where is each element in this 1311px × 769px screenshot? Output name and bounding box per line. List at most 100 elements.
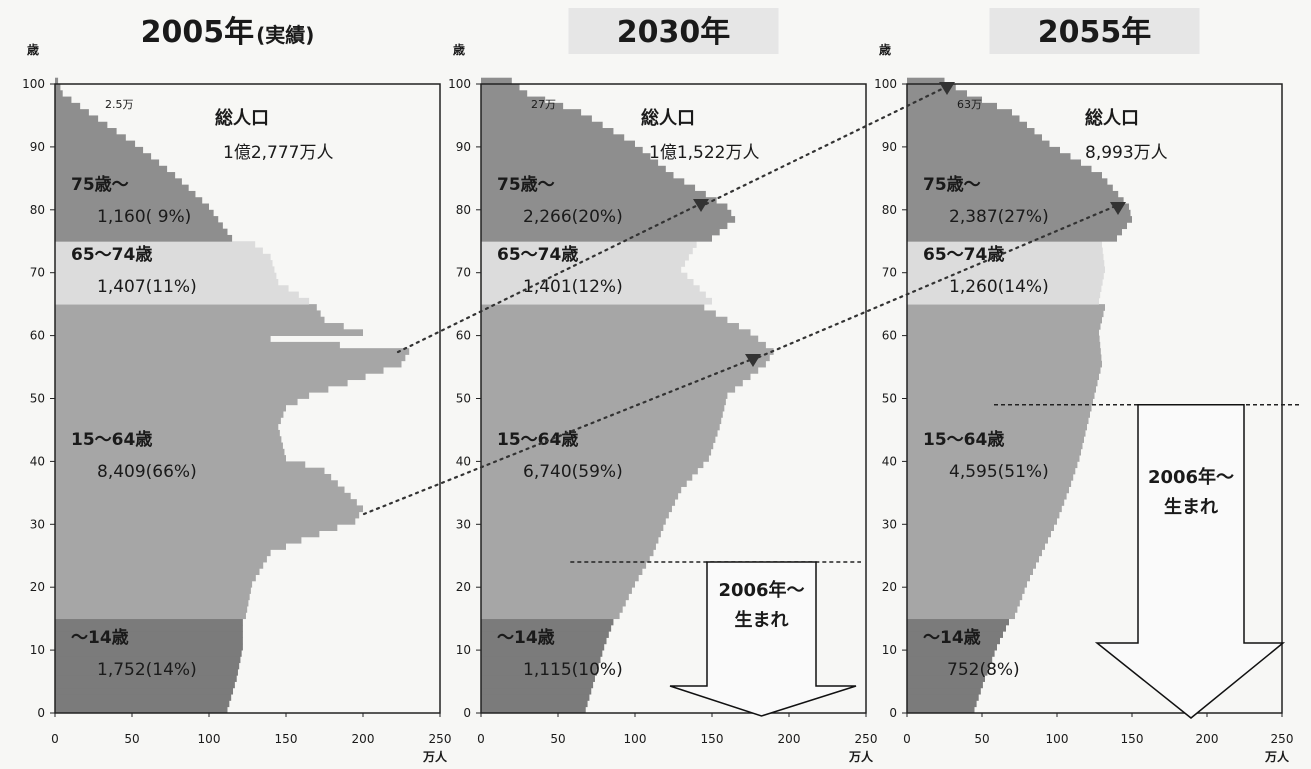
bar-age-33 bbox=[481, 499, 676, 506]
bar-age-78 bbox=[481, 216, 736, 223]
x-axis: 0 50 100 150 200 250 万人 bbox=[51, 713, 451, 764]
bar-age-7 bbox=[55, 662, 240, 670]
bar-age-56 bbox=[907, 354, 1102, 362]
bar-age-21 bbox=[907, 574, 1030, 582]
cohort-marker-2030-mid bbox=[745, 354, 761, 367]
bar-age-99 bbox=[907, 84, 956, 91]
y-tick-label: 100 bbox=[448, 77, 471, 91]
bars-group bbox=[55, 77, 410, 714]
bar-age-10 bbox=[481, 643, 605, 651]
bar-age-75 bbox=[907, 234, 1117, 242]
bar-age-73 bbox=[55, 247, 263, 255]
births-2006-arrow bbox=[669, 561, 857, 717]
title-bg bbox=[989, 8, 1200, 54]
bar-age-36 bbox=[55, 480, 338, 487]
bar-age-22 bbox=[907, 568, 1033, 576]
bar-age-34 bbox=[907, 492, 1067, 500]
bar-age-30 bbox=[907, 518, 1057, 525]
bar-age-90 bbox=[55, 140, 136, 148]
x-axis: 0 50 100 150 200 250 万人 bbox=[477, 713, 877, 764]
bar-age-14 bbox=[907, 618, 1009, 626]
bar-age-2 bbox=[55, 694, 232, 701]
x-tick-label: 200 bbox=[352, 732, 375, 746]
y-tick-label: 40 bbox=[456, 454, 471, 468]
bar-age-16 bbox=[907, 606, 1018, 613]
top-age-label: 63万 bbox=[957, 98, 982, 111]
bar-age-0 bbox=[55, 706, 228, 714]
x-axis-label: 万人 bbox=[422, 749, 448, 764]
bar-age-28 bbox=[907, 530, 1051, 538]
title-bg bbox=[568, 8, 779, 54]
age-group-value: 8,409(66%) bbox=[97, 462, 197, 482]
y-tick-label: 70 bbox=[30, 266, 45, 280]
bar-age-53 bbox=[481, 373, 751, 381]
bar-age-81 bbox=[55, 197, 203, 204]
bar-age-79 bbox=[907, 209, 1131, 217]
total-population-label: 総人口 bbox=[641, 107, 695, 129]
bar-age-74 bbox=[481, 241, 697, 248]
chart-panel-1: 2005年 (実績) 0 10 20 30 40 50 60 70 80 90 100 歳 0 50 100 15… bbox=[22, 15, 451, 764]
bar-age-88 bbox=[481, 153, 651, 160]
total-population-label: 総人口 bbox=[1085, 107, 1139, 129]
bar-age-38 bbox=[55, 467, 325, 475]
bar-age-86 bbox=[481, 165, 666, 173]
bar-age-92 bbox=[55, 128, 117, 135]
bar-age-71 bbox=[55, 260, 273, 267]
bar-age-66 bbox=[55, 291, 299, 299]
x-tick-label: 0 bbox=[477, 732, 485, 746]
bar-age-5 bbox=[481, 675, 595, 682]
bar-age-77 bbox=[55, 222, 223, 230]
bar-age-22 bbox=[55, 568, 260, 576]
bar-age-67 bbox=[55, 285, 289, 292]
y-axis-label: 歳 bbox=[27, 42, 39, 57]
bar-age-14 bbox=[481, 618, 614, 626]
bar-age-39 bbox=[907, 461, 1078, 469]
bar-age-72 bbox=[55, 253, 271, 261]
bar-age-35 bbox=[481, 486, 682, 494]
bar-age-6 bbox=[907, 668, 988, 676]
age-group-value: 2,266(20%) bbox=[523, 207, 623, 227]
bar-age-9 bbox=[481, 650, 603, 657]
bar-age-15 bbox=[907, 612, 1015, 620]
bar-age-87 bbox=[481, 159, 659, 167]
bar-age-97 bbox=[907, 96, 982, 104]
cohort-connectors bbox=[362, 82, 1126, 516]
bar-age-3 bbox=[907, 687, 981, 695]
bar-age-59 bbox=[481, 335, 759, 343]
top-age-label: 27万 bbox=[531, 98, 556, 111]
bar-age-48 bbox=[907, 404, 1092, 412]
bar-age-94 bbox=[481, 115, 592, 123]
bar-age-42 bbox=[481, 442, 714, 450]
bar-age-55 bbox=[481, 360, 766, 368]
bar-age-9 bbox=[55, 650, 242, 657]
bar-age-0 bbox=[481, 706, 586, 714]
bar-age-84 bbox=[55, 178, 182, 186]
bar-age-98 bbox=[55, 90, 63, 97]
top-age-label: 2.5万 bbox=[105, 98, 134, 111]
bar-age-22 bbox=[481, 568, 643, 576]
bar-age-42 bbox=[55, 442, 283, 450]
bar-age-79 bbox=[481, 209, 732, 217]
bar-age-80 bbox=[481, 203, 728, 211]
bar-age-68 bbox=[55, 278, 279, 286]
bar-age-40 bbox=[481, 455, 709, 462]
bar-age-89 bbox=[907, 146, 1060, 154]
bar-age-12 bbox=[907, 631, 1003, 638]
bar-age-30 bbox=[55, 518, 356, 525]
bar-age-6 bbox=[55, 668, 238, 676]
bar-age-74 bbox=[55, 241, 256, 248]
bar-age-55 bbox=[907, 360, 1102, 368]
x-tick-label: 0 bbox=[51, 732, 59, 746]
cohort-line-2a bbox=[362, 358, 752, 516]
bar-age-25 bbox=[55, 549, 271, 557]
bar-age-70 bbox=[481, 266, 682, 274]
bar-age-82 bbox=[907, 190, 1119, 198]
bar-age-89 bbox=[481, 146, 643, 154]
bar-age-57 bbox=[481, 348, 774, 355]
bar-age-96 bbox=[55, 102, 81, 110]
bar-age-3 bbox=[481, 687, 592, 695]
y-tick-label: 60 bbox=[882, 329, 897, 343]
y-tick-label: 10 bbox=[456, 643, 471, 657]
bar-age-46 bbox=[55, 417, 281, 425]
